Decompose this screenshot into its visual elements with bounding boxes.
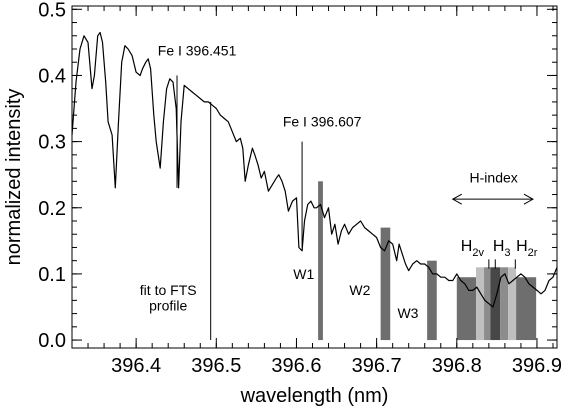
y-tick-label: 0.4 [38, 65, 66, 87]
plot-frame [71, 5, 558, 349]
h-index-bar-9 [516, 277, 537, 341]
h-index-label-3: H3 [493, 238, 511, 259]
filter-bars [318, 181, 537, 341]
x-tick-label: 396.6 [271, 355, 321, 377]
bar-w1 [318, 181, 323, 341]
h-label-main: H [516, 238, 528, 255]
annotation-w2: W2 [349, 282, 370, 298]
y-tick-label: 0.1 [38, 264, 66, 286]
axes: 396.4 396.5 396.6 396.7 396.8 396.9 0.0 0.1 0.2 0… [38, 0, 562, 377]
bar-w2 [380, 227, 391, 341]
y-tick-label: 0.0 [38, 330, 66, 352]
h-index-arrow-right-head [523, 193, 534, 205]
x-tick-label: 396.5 [191, 355, 241, 377]
y-tick-label: 0.3 [38, 132, 66, 154]
x-tick-label: 396.8 [432, 355, 482, 377]
annotations: Fe I 396.451 Fe I 396.607 W1 W2 W3 fit to FTS… [140, 43, 538, 322]
y-tick-label: 0.2 [38, 198, 66, 220]
h-label-main: H [461, 238, 473, 255]
h-index-label-2r: H2r [516, 238, 538, 259]
h-index-label-2v: H2v [461, 238, 485, 259]
annotation-h-index: H-index [470, 170, 518, 186]
h-index-bar-5 [484, 267, 491, 341]
h-index-bar-7 [500, 267, 509, 341]
y-tick-label: 0.5 [38, 0, 66, 21]
x-tick-label: 396.4 [111, 355, 161, 377]
h-index-bar-4 [476, 267, 485, 341]
h-label-sub: 3 [504, 247, 510, 259]
x-tick-label: 396.7 [352, 355, 402, 377]
h-label-sub: 2v [472, 247, 484, 259]
bar-w3 [427, 260, 437, 341]
h-label-sub: 2r [528, 247, 538, 259]
h-index-arrow-left-head [451, 193, 463, 205]
annotation-w1: W1 [293, 266, 314, 282]
y-axis-label: normalized intensity [3, 89, 25, 266]
annotation-fe-i-396-451: Fe I 396.451 [158, 43, 237, 59]
spectrum-line-0 [71, 31, 558, 308]
h-index-bar-3 [456, 277, 477, 341]
annotation-profile: profile [149, 297, 187, 313]
x-tick-label: 396.9 [512, 355, 562, 377]
h-index-bar-8 [508, 267, 517, 341]
annotation-w3: W3 [397, 305, 418, 321]
h-index-bar-6 [490, 267, 501, 341]
h-label-main: H [493, 238, 505, 255]
annotation-fit-to-fts: fit to FTS [140, 282, 197, 298]
label-connectors [488, 259, 516, 269]
x-axis-label: wavelength (nm) [240, 385, 389, 407]
annotation-fe-i-396-607: Fe I 396.607 [283, 113, 362, 129]
spectrum-series [71, 31, 558, 308]
